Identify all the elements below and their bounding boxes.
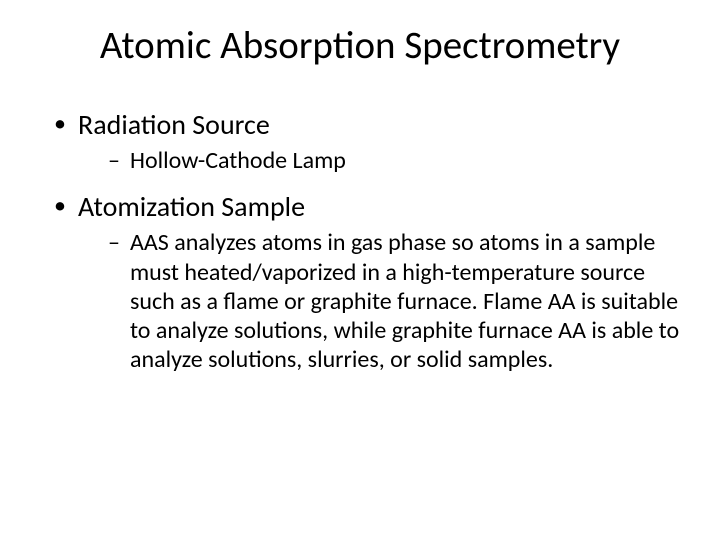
bullet-list-level1: Radiation Source Hollow-Cathode Lamp Ato…	[36, 107, 684, 375]
sub-bullet-item: AAS analyzes atoms in gas phase so atoms…	[108, 228, 684, 374]
bullet-item: Atomization Sample AAS analyzes atoms in…	[54, 189, 684, 374]
bullet-item: Radiation Source Hollow-Cathode Lamp	[54, 107, 684, 175]
bullet-label: Atomization Sample	[78, 189, 305, 224]
bullet-list-level2: AAS analyzes atoms in gas phase so atoms…	[78, 228, 684, 374]
bullet-list-level2: Hollow-Cathode Lamp	[78, 146, 684, 175]
bullet-label: Radiation Source	[78, 107, 270, 142]
sub-bullet-item: Hollow-Cathode Lamp	[108, 146, 684, 175]
sub-bullet-text: AAS analyzes atoms in gas phase so atoms…	[130, 228, 679, 374]
slide-title: Atomic Absorption Spectrometry	[36, 22, 684, 69]
sub-bullet-text: Hollow-Cathode Lamp	[130, 146, 346, 175]
